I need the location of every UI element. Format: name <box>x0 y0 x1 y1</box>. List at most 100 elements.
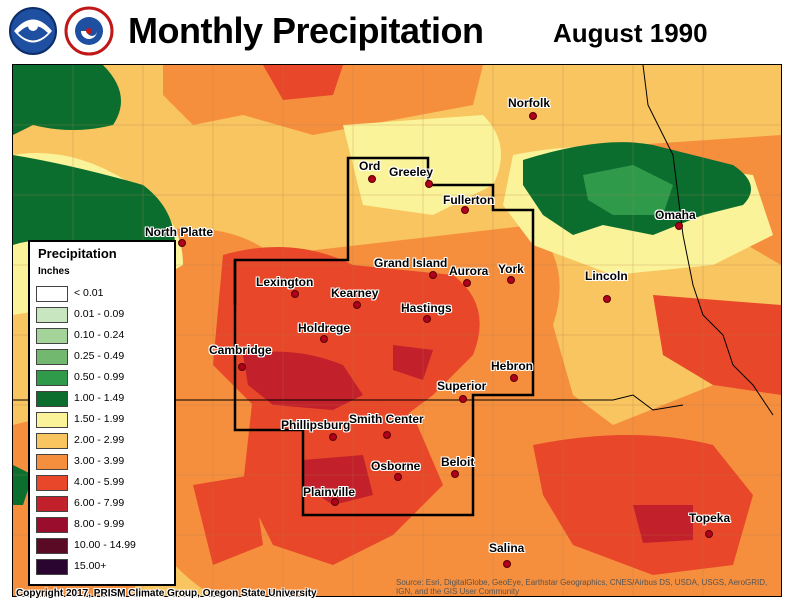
city-label-hebron: Hebron <box>491 359 533 373</box>
source-attribution: Source: Esri, DigitalGlobe, GeoEye, Eart… <box>396 578 768 596</box>
city-dot-kearney <box>353 301 361 309</box>
legend-label: 2.00 - 2.99 <box>74 434 125 446</box>
map-period: August 1990 <box>553 18 708 48</box>
legend-label: 3.00 - 3.99 <box>74 455 125 467</box>
city-dot-topeka <box>705 530 713 538</box>
city-label-omaha: Omaha <box>655 208 696 222</box>
legend-swatch <box>36 454 68 470</box>
legend-swatch <box>36 517 68 533</box>
city-label-superior: Superior <box>437 379 487 393</box>
city-label-smith-center: Smith Center <box>349 412 424 426</box>
legend-row: 0.50 - 0.99 <box>36 370 170 386</box>
legend-label: 10.00 - 14.99 <box>74 539 136 551</box>
legend-swatch <box>36 349 68 365</box>
legend: Precipitation Inches < 0.01 0.01 - 0.09 0.… <box>28 240 176 586</box>
legend-label: 1.00 - 1.49 <box>74 392 125 404</box>
city-label-beloit: Beloit <box>441 455 475 469</box>
city-label-salina: Salina <box>489 541 525 555</box>
city-label-cambridge: Cambridge <box>209 343 272 357</box>
city-label-holdrege: Holdrege <box>298 321 351 335</box>
city-dot-greeley <box>425 180 433 188</box>
legend-swatch <box>36 391 68 407</box>
city-dot-fullerton <box>461 206 469 214</box>
city-dot-holdrege <box>320 335 328 343</box>
legend-label: 1.50 - 1.99 <box>74 413 125 425</box>
city-label-york: York <box>498 262 524 276</box>
city-label-ord: Ord <box>359 159 381 173</box>
city-dot-ord <box>368 175 376 183</box>
noaa-logo <box>9 7 57 55</box>
legend-title: Precipitation <box>38 246 117 261</box>
city-dot-lexington <box>291 290 299 298</box>
city-dot-lincoln <box>603 295 611 303</box>
legend-row: < 0.01 <box>36 286 170 302</box>
legend-swatch <box>36 538 68 554</box>
city-label-fullerton: Fullerton <box>443 193 495 207</box>
legend-swatch <box>36 286 68 302</box>
city-dot-omaha <box>675 222 683 230</box>
legend-swatch <box>36 307 68 323</box>
city-label-grand-island: Grand Island <box>374 256 448 270</box>
legend-label: 15.00+ <box>74 560 107 572</box>
legend-swatch <box>36 475 68 491</box>
city-label-norfolk: Norfolk <box>508 96 550 110</box>
legend-swatch <box>36 559 68 575</box>
city-label-lexington: Lexington <box>256 275 314 289</box>
legend-row: 3.00 - 3.99 <box>36 454 170 470</box>
city-dot-york <box>507 276 515 284</box>
city-label-north-platte: North Platte <box>145 225 214 239</box>
city-label-osborne: Osborne <box>371 459 421 473</box>
legend-label: 0.01 - 0.09 <box>74 308 125 320</box>
legend-swatch <box>36 412 68 428</box>
legend-row: 0.25 - 0.49 <box>36 349 170 365</box>
legend-row: 10.00 - 14.99 <box>36 538 170 554</box>
legend-row: 0.01 - 0.09 <box>36 307 170 323</box>
city-dot-plainville <box>331 498 339 506</box>
city-dot-aurora <box>463 279 471 287</box>
city-label-hastings: Hastings <box>401 301 452 315</box>
city-dot-hebron <box>510 374 518 382</box>
legend-row: 1.00 - 1.49 <box>36 391 170 407</box>
city-dot-norfolk <box>529 112 537 120</box>
legend-row: 8.00 - 9.99 <box>36 517 170 533</box>
city-dot-osborne <box>394 473 402 481</box>
city-dot-north-platte <box>178 239 186 247</box>
legend-swatch <box>36 496 68 512</box>
city-label-phillipsburg: Phillipsburg <box>281 418 351 432</box>
legend-label: 0.10 - 0.24 <box>74 329 125 341</box>
city-dot-phillipsburg <box>329 433 337 441</box>
city-label-greeley: Greeley <box>389 165 434 179</box>
city-dot-cambridge <box>238 363 246 371</box>
legend-swatch <box>36 370 68 386</box>
legend-row: 4.00 - 5.99 <box>36 475 170 491</box>
city-dot-salina <box>503 560 511 568</box>
legend-row: 15.00+ <box>36 559 170 575</box>
legend-row: 0.10 - 0.24 <box>36 328 170 344</box>
legend-label: 8.00 - 9.99 <box>74 518 125 530</box>
legend-row: 2.00 - 2.99 <box>36 433 170 449</box>
city-label-plainville: Plainville <box>303 485 356 499</box>
city-label-topeka: Topeka <box>689 511 731 525</box>
legend-label: 4.00 - 5.99 <box>74 476 125 488</box>
copyright: Copyright 2017, PRISM Climate Group, Ore… <box>16 588 317 599</box>
legend-label: < 0.01 <box>74 287 104 299</box>
map-title: Monthly Precipitation <box>128 10 484 51</box>
city-dot-hastings <box>423 315 431 323</box>
legend-label: 6.00 - 7.99 <box>74 497 125 509</box>
city-dot-smith-center <box>383 431 391 439</box>
header: Monthly Precipitation August 1990 <box>0 0 792 62</box>
legend-row: 6.00 - 7.99 <box>36 496 170 512</box>
legend-label: 0.50 - 0.99 <box>74 371 125 383</box>
legend-swatch <box>36 433 68 449</box>
city-label-aurora: Aurora <box>449 264 489 278</box>
legend-row: 1.50 - 1.99 <box>36 412 170 428</box>
city-label-kearney: Kearney <box>331 286 379 300</box>
city-dot-superior <box>459 395 467 403</box>
city-dot-grand-island <box>429 271 437 279</box>
legend-unit: Inches <box>38 266 70 277</box>
city-dot-beloit <box>451 470 459 478</box>
city-label-lincoln: Lincoln <box>585 269 628 283</box>
legend-label: 0.25 - 0.49 <box>74 350 125 362</box>
legend-swatch <box>36 328 68 344</box>
nws-logo <box>64 6 114 56</box>
